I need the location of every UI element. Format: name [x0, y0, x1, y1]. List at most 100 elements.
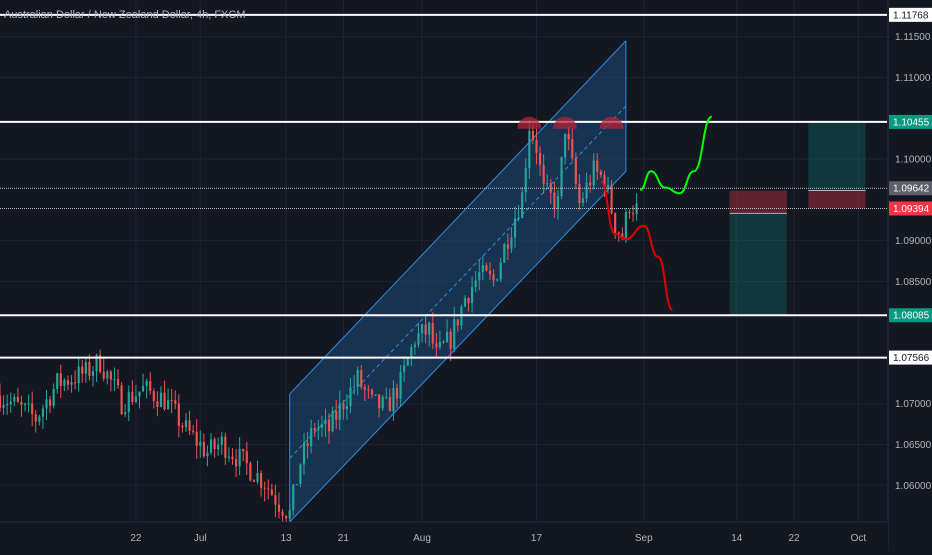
price-label-text: 1.09642 — [893, 184, 930, 195]
short-stop-zone — [729, 190, 787, 214]
candle-body — [302, 443, 306, 465]
candle-body — [34, 414, 37, 422]
candle-body — [553, 192, 556, 210]
candle-body — [202, 441, 205, 457]
candle-body — [13, 396, 16, 402]
candle-body — [449, 331, 452, 349]
long-stop-zone — [808, 190, 866, 209]
time-tick-label: Jul — [194, 533, 207, 544]
price-tick-label: 1.06000 — [895, 481, 932, 492]
candle-body — [263, 487, 266, 489]
candle-body — [84, 361, 87, 374]
price-label-text: 1.10455 — [893, 117, 930, 128]
candle-body — [88, 361, 91, 376]
price-tick-label: 1.11000 — [895, 73, 931, 84]
parallel-channel[interactable] — [289, 40, 627, 523]
candle-body — [360, 370, 363, 387]
candle-body — [285, 516, 288, 519]
channel-lower-line — [289, 170, 627, 523]
price-label-white: 1.11768 — [889, 7, 932, 22]
candle-body — [217, 444, 220, 450]
candle-body — [220, 436, 223, 445]
time-tick-label: 22 — [130, 533, 142, 544]
candle-body — [367, 389, 370, 391]
candle-body — [356, 370, 359, 387]
candle-body — [506, 244, 509, 249]
candle-body — [410, 346, 413, 359]
price-label-bg — [889, 181, 932, 196]
candle-body — [181, 425, 184, 428]
candle-body — [134, 396, 137, 402]
candle-body — [513, 218, 517, 238]
candle-body — [531, 130, 534, 141]
candle-body — [327, 419, 331, 432]
candle-body — [606, 185, 610, 189]
price-axis — [888, 0, 932, 550]
candle-body — [424, 324, 427, 335]
candle-body — [127, 391, 130, 413]
candle-body — [610, 185, 613, 214]
candle-body — [581, 198, 585, 203]
candle-body — [20, 401, 23, 405]
price-tick-label: 1.07000 — [895, 399, 932, 410]
candle-body — [385, 396, 388, 398]
candle-body — [242, 449, 245, 452]
time-tick-label: 17 — [531, 533, 543, 544]
price-label-text: 1.07566 — [893, 353, 930, 364]
horizontal-levels[interactable] — [0, 13, 887, 359]
candle-body — [156, 401, 159, 408]
candle-body — [31, 403, 34, 415]
candle-body — [227, 456, 230, 458]
price-label-green: 1.10455 — [889, 114, 932, 129]
candle-body — [417, 333, 420, 345]
candle-body — [585, 182, 588, 199]
candle-body — [288, 510, 291, 519]
peak-markers — [517, 116, 624, 129]
candle-body — [528, 130, 531, 169]
candle-body — [59, 373, 62, 386]
time-axis — [0, 522, 888, 550]
candle-body — [149, 381, 152, 391]
candle-body — [292, 484, 295, 511]
price-tick-label: 1.06500 — [895, 440, 932, 451]
time-tick-label: 22 — [788, 533, 800, 544]
position-tools[interactable] — [729, 121, 866, 316]
time-tick-label: Oct — [851, 533, 867, 544]
candle-body — [471, 287, 474, 304]
price-label-bg — [889, 7, 932, 22]
candle-body — [23, 404, 27, 406]
candle-body — [245, 451, 248, 464]
price-label-text: 1.08085 — [893, 311, 930, 322]
candle-body — [392, 387, 395, 412]
candle-body — [188, 420, 191, 431]
candle-body — [152, 390, 155, 402]
price-label-bg — [889, 201, 932, 216]
candle-body — [474, 280, 477, 288]
candle-body — [406, 358, 409, 366]
candle-body — [592, 160, 595, 186]
projection-paths[interactable] — [599, 115, 713, 311]
candle-body — [109, 371, 112, 380]
price-tick-label: 1.11500 — [895, 32, 931, 43]
candle-body — [338, 403, 341, 420]
peak-marker — [599, 116, 624, 129]
candle-body — [63, 380, 66, 386]
candle-body — [413, 344, 416, 347]
price-label-bg — [889, 350, 932, 365]
bullish-projection-path — [639, 115, 713, 195]
candle-body — [453, 319, 456, 349]
candle-body — [138, 391, 141, 397]
candle-body — [438, 341, 441, 348]
candle-body — [260, 472, 263, 488]
candle-body — [499, 262, 502, 280]
candle-body — [77, 366, 80, 384]
candle-body — [324, 419, 327, 425]
candle-body — [56, 373, 59, 389]
candle-body — [48, 399, 52, 406]
candle-body — [538, 152, 542, 165]
candle-body — [496, 279, 499, 281]
candle-body — [331, 411, 334, 432]
candle-body — [578, 184, 581, 203]
